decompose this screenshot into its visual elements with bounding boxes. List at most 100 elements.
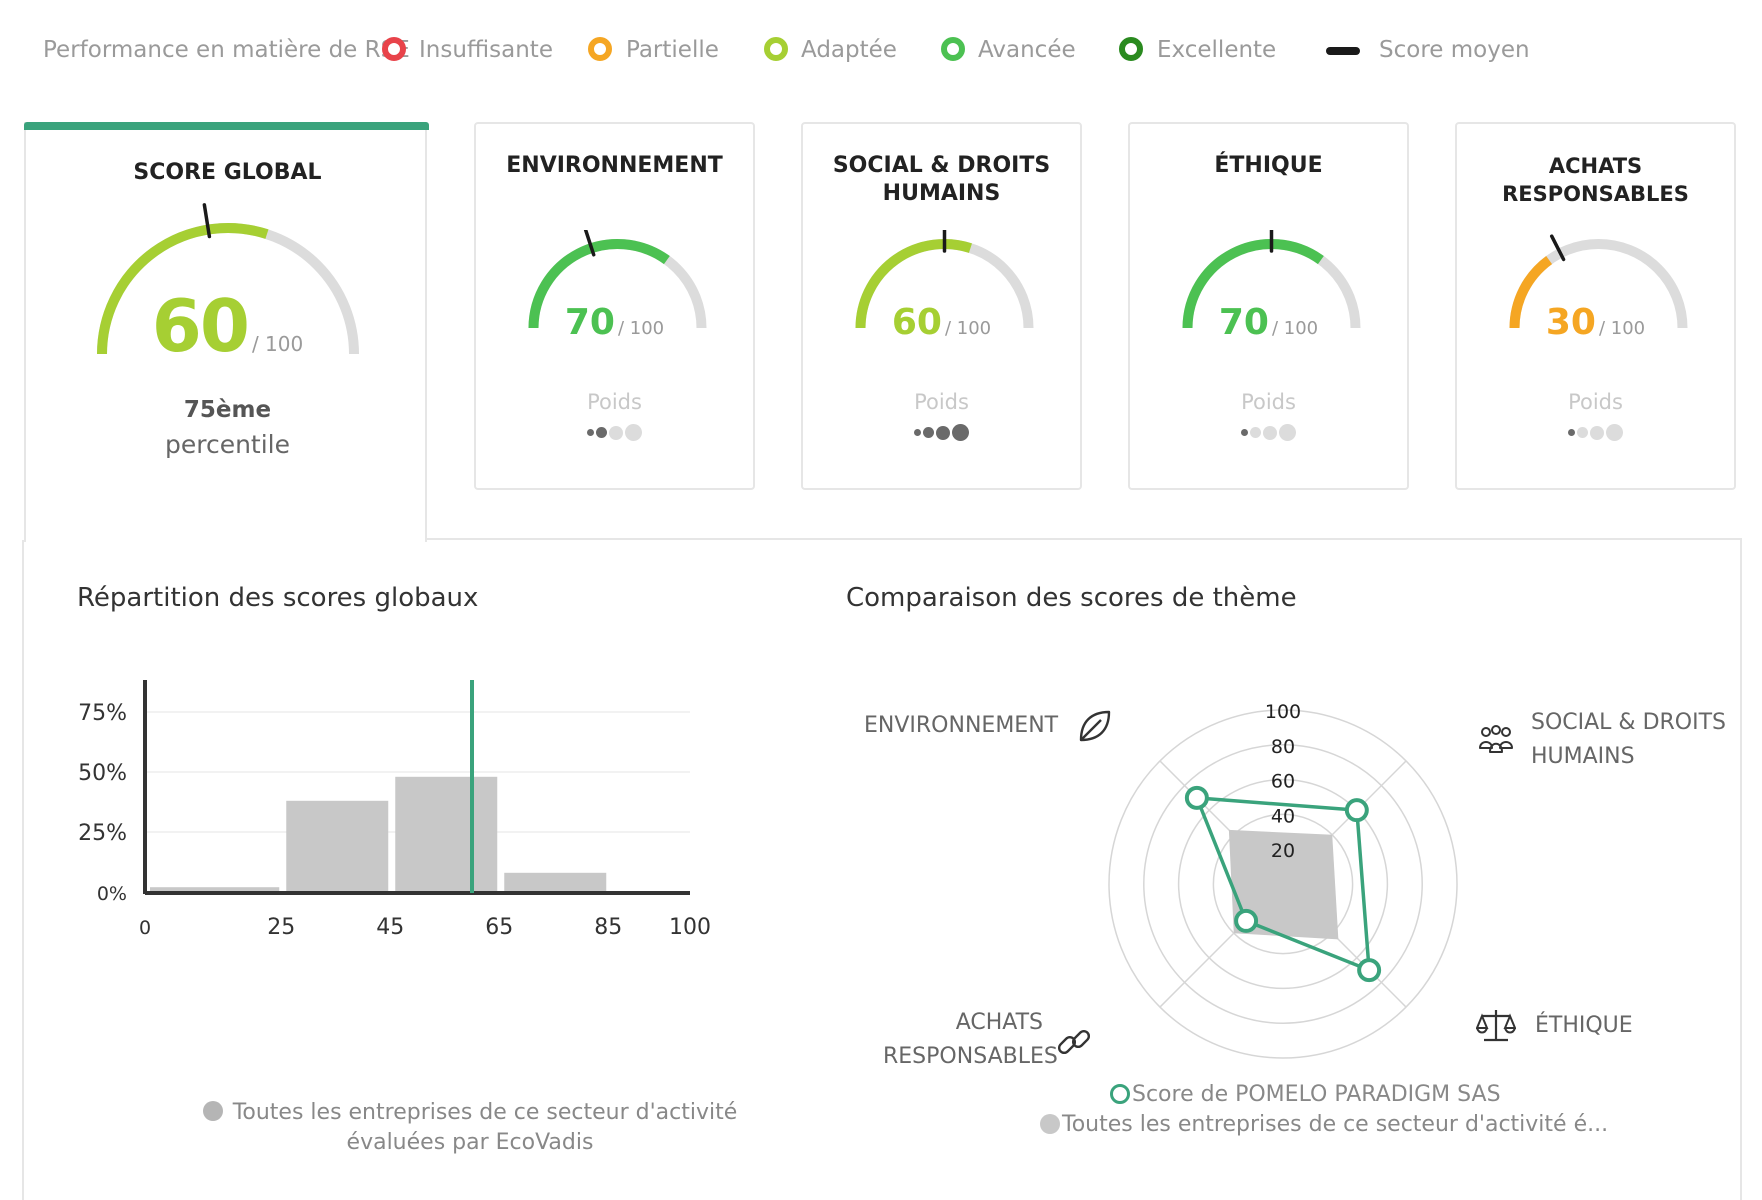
gauge-fill	[855, 239, 972, 329]
theme-title: ACHATS RESPONSABLES	[1502, 154, 1689, 206]
theme-weight-indicator	[803, 422, 1080, 441]
theme-card-ethique[interactable]: ÉTHIQUE 70/ 100 Poids	[1128, 122, 1409, 490]
legend-dot-excellente-icon	[1119, 37, 1143, 61]
legend-label-avancee: Avancée	[978, 37, 1076, 63]
weight-dot-icon	[587, 429, 594, 436]
histogram-bar	[504, 872, 607, 892]
radar-title: Comparaison des scores de thème	[846, 583, 1297, 613]
gauge-fill	[528, 239, 670, 329]
theme-gauge	[528, 230, 707, 329]
legend-label-insuffisante: Insuffisante	[419, 37, 553, 63]
histogram-bar	[150, 887, 280, 892]
weight-dot-icon	[1606, 424, 1623, 441]
radar-tick-label: 60	[1271, 771, 1295, 793]
theme-weight-label: Poids	[587, 390, 642, 414]
radar-legend-company[interactable]: Score de POMELO PARADIGM SAS	[1110, 1082, 1501, 1107]
score-distribution-histogram: 0%25%50%75%100%025456585100POMELO PARADI…	[78, 680, 711, 940]
average-marker	[583, 230, 596, 257]
legend-title: Performance en matière de RSE	[43, 37, 410, 63]
x-tick-label: 25	[267, 915, 295, 940]
theme-score-denominator: / 100	[1598, 318, 1646, 339]
radar-point	[1234, 908, 1259, 933]
weight-dot-icon	[1241, 429, 1248, 436]
theme-weight-indicator	[1457, 422, 1734, 441]
radar-tick-label: 80	[1271, 736, 1295, 758]
leaf-icon	[1079, 710, 1111, 742]
scales-icon	[1475, 1010, 1517, 1042]
histogram-title: Répartition des scores globaux	[77, 583, 479, 613]
histogram-bar	[286, 800, 389, 892]
theme-weight-indicator	[476, 422, 753, 441]
legend-dot-avancee-icon	[941, 37, 965, 61]
theme-weight-label: Poids	[914, 390, 969, 414]
weight-dot-icon	[1250, 427, 1261, 438]
radar-grid-ring	[1143, 744, 1423, 1024]
theme-score-denominator: / 100	[617, 318, 665, 339]
weight-dot-icon	[1279, 424, 1296, 441]
theme-score-value: 70	[564, 302, 615, 343]
gauge-fill	[97, 223, 269, 355]
link-icon	[1057, 1029, 1091, 1055]
theme-score-denominator: / 100	[944, 318, 992, 339]
theme-radar-chart: 20 40 60 80 100	[1108, 701, 1458, 1059]
legend-label-partielle: Partielle	[626, 37, 719, 63]
radar-point	[1344, 798, 1369, 823]
radar-tick-label: 20	[1271, 840, 1295, 862]
weight-dot-icon	[1577, 427, 1588, 438]
global-card-accent-bar	[24, 122, 429, 130]
radar-grid-ring	[1108, 709, 1458, 1059]
radar-point	[1184, 785, 1209, 810]
legend-gray-dot-icon	[202, 1101, 223, 1121]
legend-gray-dot-icon	[1040, 1114, 1060, 1134]
global-score-denominator: / 100	[251, 332, 304, 356]
weight-dot-icon	[1263, 425, 1277, 440]
radar-tick-label: 100	[1265, 701, 1301, 723]
radar-series-industry	[1228, 829, 1339, 940]
y-tick-label: 0%	[97, 883, 127, 905]
legend-label-excellente: Excellente	[1157, 37, 1277, 63]
histogram-bar	[395, 776, 498, 892]
theme-score-denominator: / 100	[1271, 318, 1319, 339]
theme-score-value: 60	[891, 302, 942, 343]
theme-weight-label: Poids	[1241, 390, 1296, 414]
theme-card-social[interactable]: SOCIAL & DROITS HUMAINS 60/ 100 Poids	[801, 122, 1082, 490]
theme-title: SOCIAL & DROITS HUMAINS	[832, 153, 1051, 206]
y-tick-label: 50%	[78, 761, 127, 786]
theme-gauge	[855, 230, 1034, 329]
theme-weight-label: Poids	[1568, 390, 1623, 414]
weight-dot-icon	[1590, 425, 1604, 440]
theme-gauge	[1182, 230, 1361, 329]
percentile-rank: 75ème	[183, 397, 272, 423]
legend-dot-partielle-icon	[588, 37, 612, 61]
histogram-legend-label: Toutes les entreprises de ce secteur d'a…	[232, 1100, 738, 1155]
weight-dot-icon	[914, 429, 921, 436]
radar-legend-all[interactable]: Toutes les entreprises de ce secteur d'a…	[1040, 1112, 1608, 1137]
histogram-legend[interactable]: Toutes les entreprises de ce secteur d'a…	[160, 1098, 780, 1158]
theme-gauge	[1509, 234, 1688, 329]
gauge-fill	[1182, 239, 1324, 329]
theme-title: ENVIRONNEMENT	[506, 153, 723, 178]
global-score-card[interactable]: SCORE GLOBAL 60/ 100 75ème percentile	[24, 122, 429, 542]
global-score-value: 60	[151, 284, 250, 368]
x-tick-label: 45	[376, 915, 404, 940]
gauge-fill	[1509, 255, 1553, 329]
theme-card-environnement[interactable]: ENVIRONNEMENT 70/ 100 Poids	[474, 122, 755, 490]
radar-grid-ring	[1177, 778, 1389, 990]
y-tick-label: 25%	[78, 821, 127, 846]
global-score-gauge	[97, 203, 359, 355]
radar-axis-social: SOCIAL & DROITS HUMAINS	[1476, 706, 1726, 774]
theme-score-value: 30	[1545, 302, 1596, 343]
x-tick-label: 65	[485, 915, 513, 940]
average-marker	[1549, 234, 1566, 262]
radar-point	[1357, 958, 1382, 983]
radar-grid-ring	[1212, 813, 1354, 955]
y-tick-label: 75%	[78, 701, 127, 726]
radar-axis-environnement: ENVIRONNEMENT	[864, 706, 1115, 746]
theme-title: ÉTHIQUE	[1214, 153, 1323, 178]
legend-average-bar-icon	[1326, 47, 1360, 55]
weight-dot-icon	[609, 425, 623, 440]
global-score-title: SCORE GLOBAL	[133, 160, 322, 185]
radar-axis-achats: ACHATS RESPONSABLES	[883, 1010, 1058, 1069]
legend-label-average: Score moyen	[1379, 37, 1530, 63]
theme-card-achats[interactable]: ACHATS RESPONSABLES 30/ 100 Poids	[1455, 122, 1736, 490]
